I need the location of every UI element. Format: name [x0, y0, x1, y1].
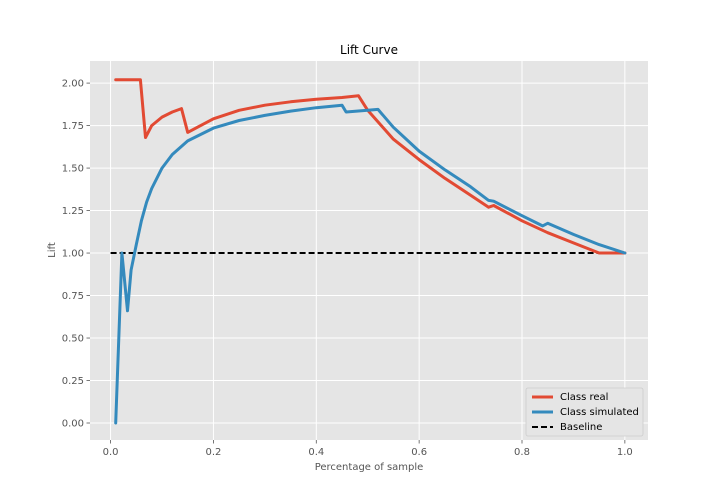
plot-area: [90, 61, 648, 440]
legend-box: [525, 387, 644, 437]
y-axis-ticks: 0.00 0.25 0.50 0.75 1.00 1.25 1.50 1.75 2.00: [62, 79, 90, 430]
y-tick-label: 1.50: [62, 164, 84, 175]
y-tick-label: 0.75: [62, 291, 84, 302]
y-tick-label: 0.25: [62, 376, 84, 387]
y-tick-label: 2.00: [62, 79, 84, 90]
x-tick-label: 0.2: [205, 447, 221, 458]
y-tick-label: 1.25: [62, 206, 84, 217]
chart-title: Lift Curve: [340, 43, 398, 57]
y-tick-label: 1.00: [62, 249, 84, 260]
x-tick-label: 0.8: [514, 447, 530, 458]
legend-label-class-simulated: Class simulated: [560, 407, 639, 418]
legend-label-baseline: Baseline: [560, 422, 602, 433]
y-tick-label: 0.00: [62, 419, 84, 430]
legend: Class real Class simulated Baseline: [525, 387, 644, 437]
y-tick-label: 1.75: [62, 121, 84, 132]
x-tick-label: 1.0: [617, 447, 633, 458]
series-line-class-real: [114, 78, 627, 255]
legend-label-class-real: Class real: [560, 392, 608, 403]
x-tick-label: 0.6: [411, 447, 427, 458]
x-tick-label: 0.4: [308, 447, 324, 458]
x-axis-ticks: 0.0 0.2 0.4 0.6 0.8 1.0: [103, 440, 633, 458]
x-tick-label: 0.0: [103, 447, 119, 458]
y-tick-label: 0.50: [62, 334, 84, 345]
series-layer: [110, 78, 627, 425]
y-axis-label: Lift: [47, 242, 58, 258]
x-axis-label: Percentage of sample: [315, 462, 424, 473]
series-line-class-simulated: [114, 103, 627, 425]
